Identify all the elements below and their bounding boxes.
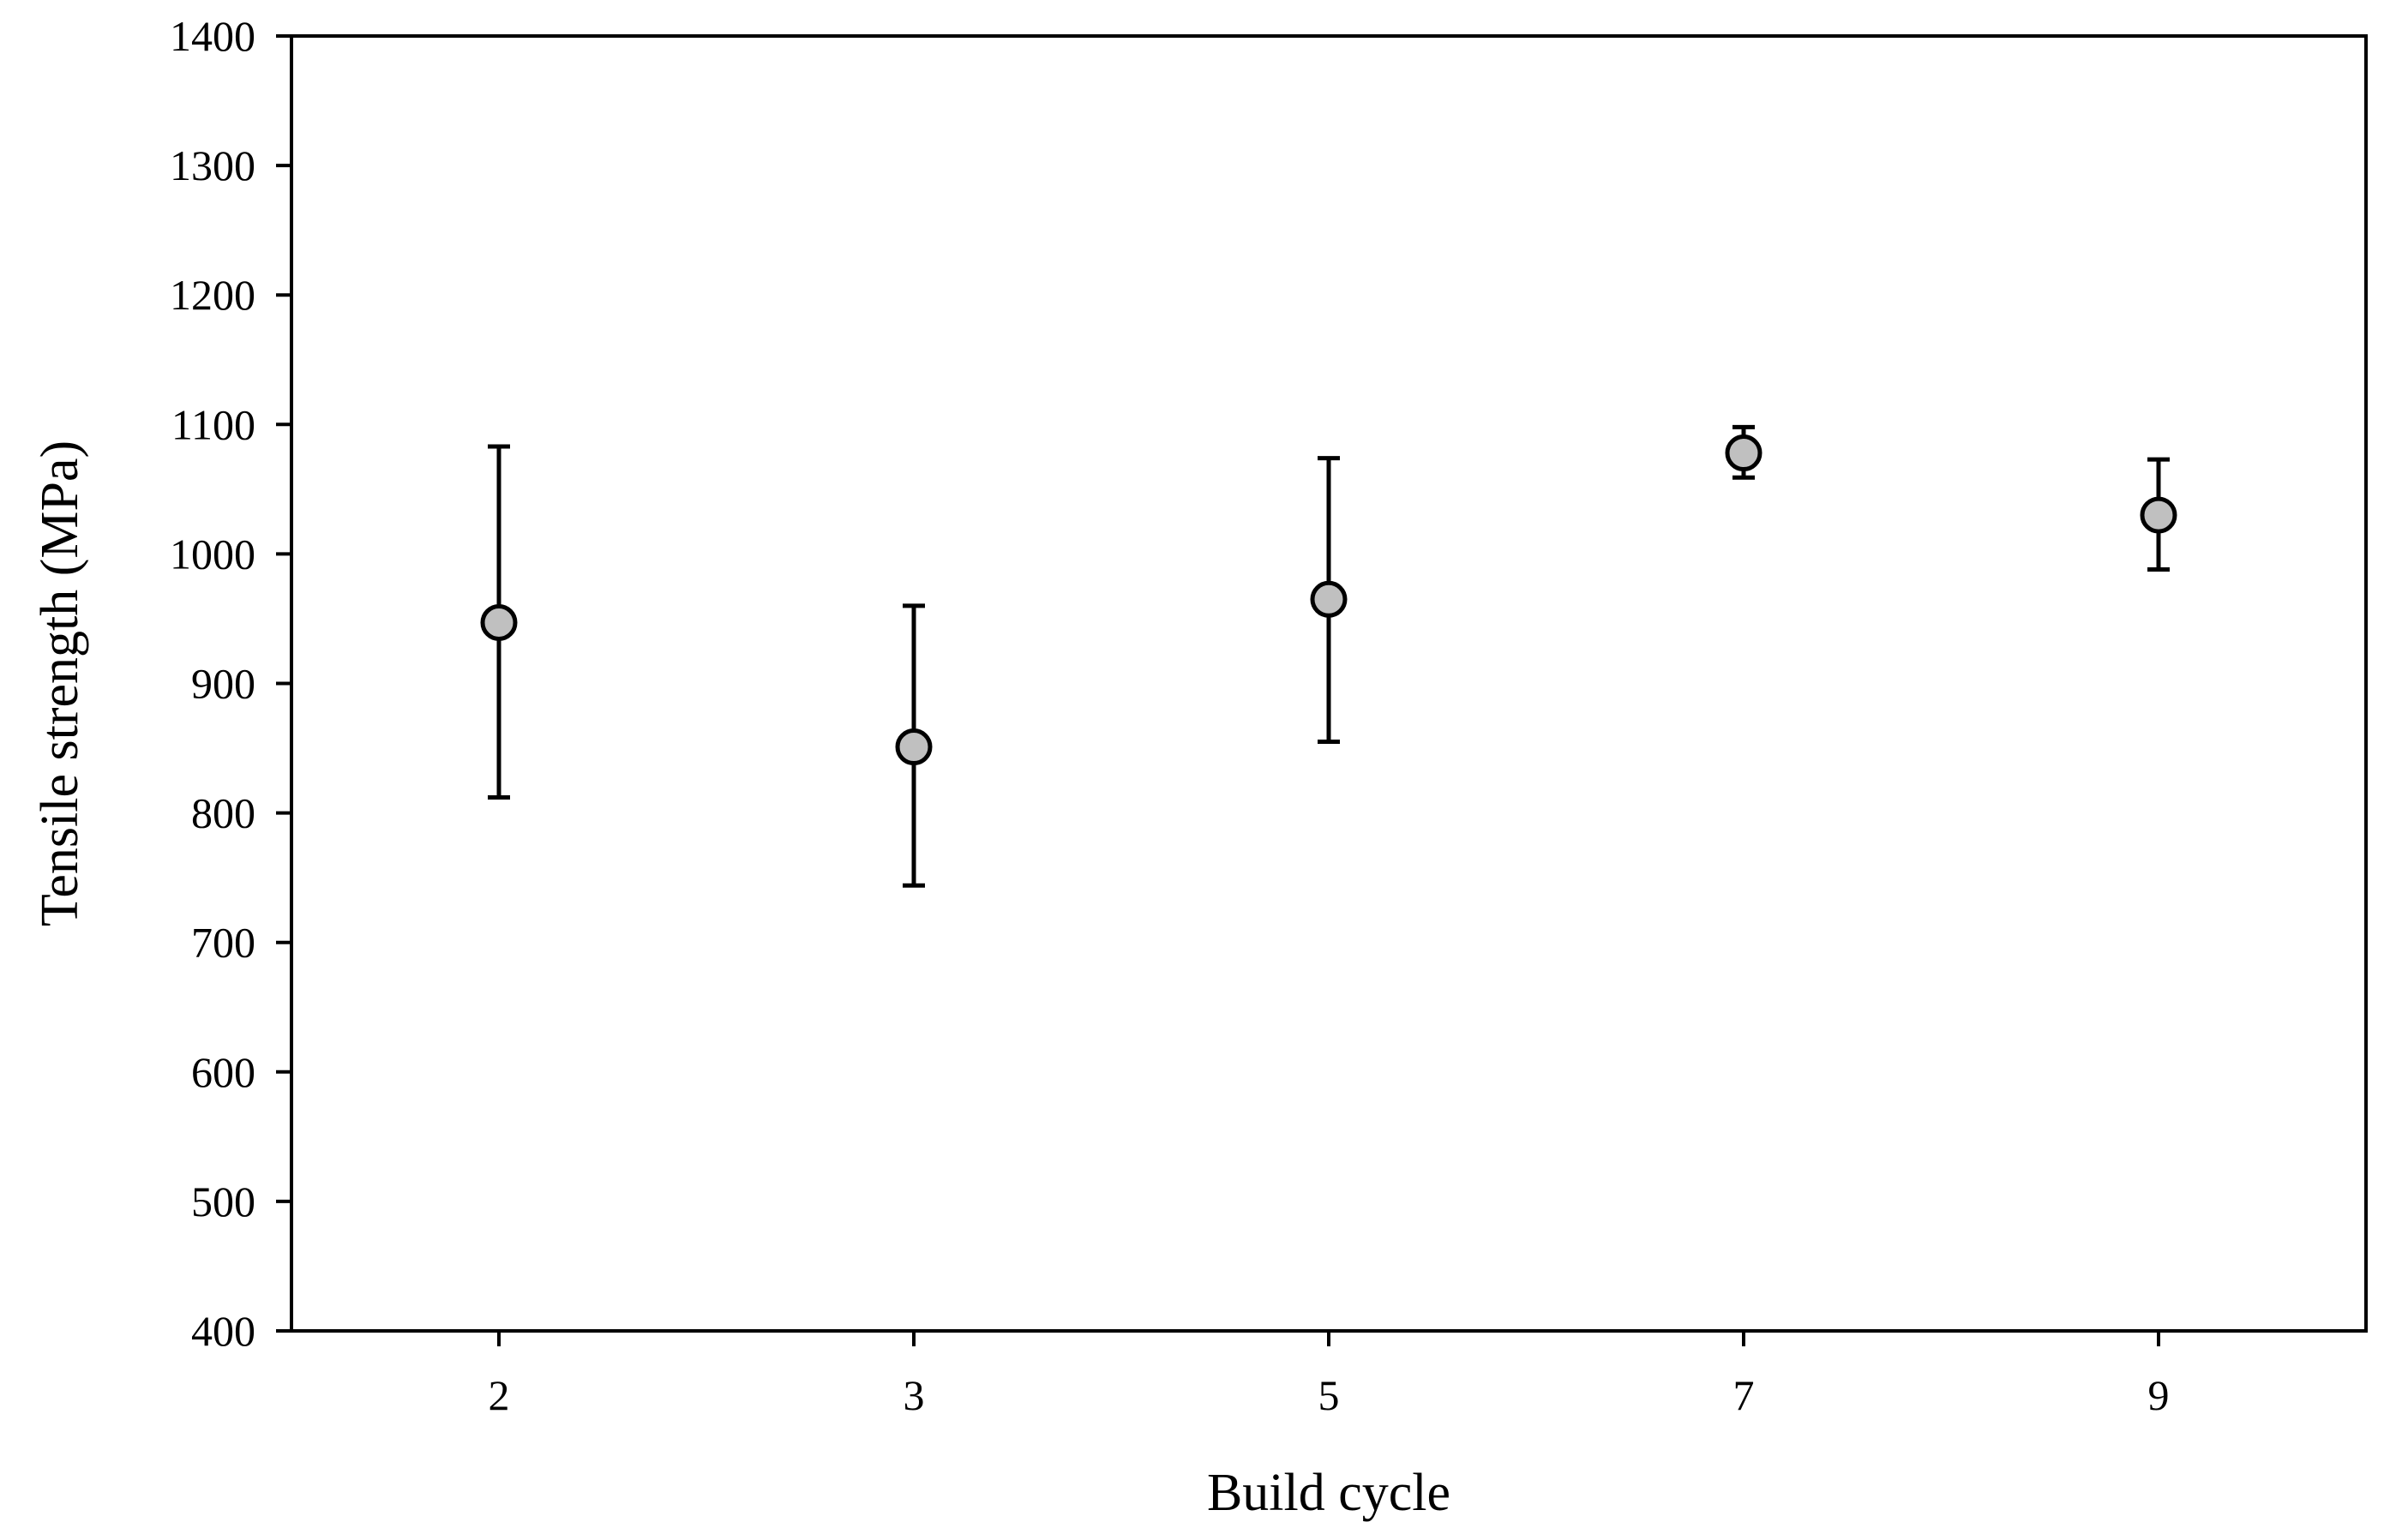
data-point bbox=[480, 603, 518, 641]
x-tick-label: 2 bbox=[489, 1371, 510, 1419]
x-tick-label: 9 bbox=[2148, 1371, 2170, 1419]
y-tick-label: 700 bbox=[191, 919, 255, 967]
x-tick-label: 5 bbox=[1318, 1371, 1340, 1419]
x-axis-ticks: 2 3 5 7 9 bbox=[489, 1331, 2170, 1419]
data-point bbox=[895, 728, 933, 766]
plot-area-frame bbox=[290, 34, 2368, 1333]
y-axis-ticks: 400 500 600 700 800 900 1000 1100 1200 1300 1400 bbox=[170, 12, 291, 1355]
y-tick-label: 1200 bbox=[170, 271, 255, 319]
data-point bbox=[1310, 580, 1348, 618]
y-tick-label: 500 bbox=[191, 1177, 255, 1225]
data-point bbox=[1725, 434, 1762, 472]
y-tick-label: 1300 bbox=[170, 141, 255, 189]
y-axis-title: Tensile strength (MPa) bbox=[31, 440, 89, 926]
data-points bbox=[480, 434, 2177, 766]
x-tick-label: 7 bbox=[1733, 1371, 1755, 1419]
y-tick-label: 1100 bbox=[171, 400, 255, 448]
y-tick-label: 1400 bbox=[170, 12, 255, 60]
x-tick-label: 3 bbox=[904, 1371, 925, 1419]
y-tick-label: 600 bbox=[191, 1048, 255, 1096]
y-tick-label: 400 bbox=[191, 1307, 255, 1355]
x-axis-title: Build cycle bbox=[1207, 1464, 1450, 1522]
y-tick-label: 1000 bbox=[170, 530, 255, 578]
y-tick-label: 800 bbox=[191, 789, 255, 837]
data-point bbox=[2140, 496, 2177, 534]
y-tick-label: 900 bbox=[191, 660, 255, 708]
